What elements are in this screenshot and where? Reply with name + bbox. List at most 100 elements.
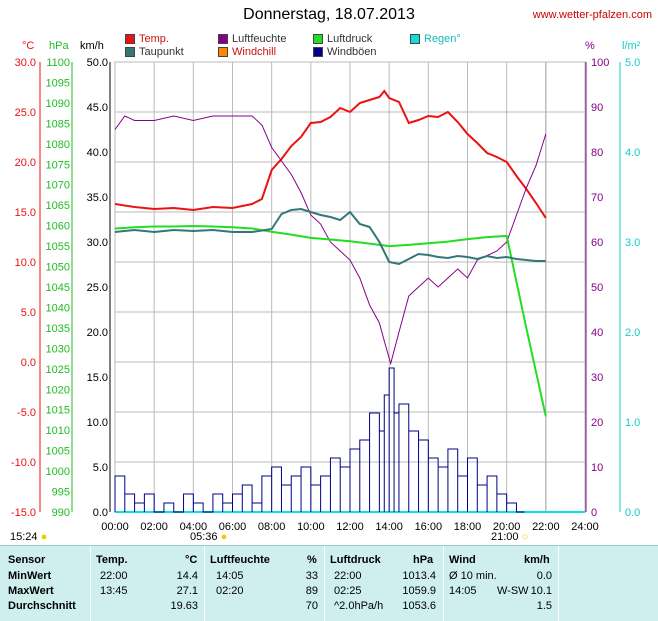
table-cell-label: Durchschnitt — [8, 600, 76, 612]
press-tick-label: 1050 — [46, 262, 70, 274]
chart: 00:00 02:00 04:00 06:00 08:00 10:00 12:00 14:00… — [11, 57, 640, 533]
press-tick-label: 1060 — [46, 221, 70, 233]
legend-label: Temp. — [139, 33, 169, 45]
table-cell-p_time: 22:00 — [334, 570, 362, 582]
rain-tick-label: 0.0 — [625, 507, 640, 519]
legend-swatch — [313, 47, 323, 57]
press-tick-label: 1020 — [46, 384, 70, 396]
table-cell-w_time: Ø 10 min. — [449, 570, 497, 582]
legend-item: Taupunkt — [125, 46, 184, 58]
wind-tick-label: 50.0 — [87, 57, 108, 69]
wind-tick-label: 25.0 — [87, 282, 108, 294]
table-cell-h_val: 70 — [305, 600, 318, 612]
hdr-wind: Wind — [449, 554, 476, 566]
legend-item: Temp. — [125, 33, 169, 45]
table-cell-w_val: 1.5 — [536, 600, 552, 612]
rain-tick-label: 4.0 — [625, 147, 640, 159]
wind-tick-label: 10.0 — [87, 417, 108, 429]
legend-item: Regen° — [410, 33, 461, 45]
x-tick-label: 08:00 — [258, 521, 286, 533]
source-link[interactable]: www.wetter-pfalzen.com — [532, 9, 652, 21]
temp-tick-label: 10.0 — [15, 257, 36, 269]
table-cell-p_val: 1013.4 — [402, 570, 436, 582]
press-tick-label: 1030 — [46, 343, 70, 355]
press-tick-label: 1070 — [46, 180, 70, 192]
wind-tick-label: 40.0 — [87, 147, 108, 159]
hum-tick-label: 0 — [591, 507, 597, 519]
sunset-label: 21:00 ○ — [491, 531, 529, 543]
legend-item: Luftdruck — [313, 33, 372, 45]
temp-tick-label: -10.0 — [11, 457, 36, 469]
table-cell-w_time: 14:05 — [449, 585, 477, 597]
legend-label: Windböen — [327, 46, 377, 58]
temp-tick-label: 0.0 — [21, 357, 36, 369]
hdr-press: Luftdruck — [330, 554, 381, 566]
legend-label: Luftfeuchte — [232, 33, 287, 45]
table-cell-p_time: ^2.0hPa/h — [334, 600, 384, 612]
press-tick-label: 1085 — [46, 118, 70, 130]
temp-tick-label: 25.0 — [15, 107, 36, 119]
table-cell-w_dir: W-SW — [497, 585, 529, 597]
x-tick-label: 18:00 — [454, 521, 482, 533]
wind-tick-label: 15.0 — [87, 372, 108, 384]
chart-title: Donnerstag, 18.07.2013 — [243, 6, 415, 23]
hdr-sensor: Sensor — [8, 554, 46, 566]
x-tick-label: 12:00 — [336, 521, 364, 533]
press-tick-label: 1090 — [46, 98, 70, 110]
press-tick-label: 1095 — [46, 77, 70, 89]
x-tick-label: 20:00 — [493, 521, 521, 533]
temp-tick-label: -15.0 — [11, 507, 36, 519]
x-tick-label: 16:00 — [415, 521, 443, 533]
temp-tick-label: 5.0 — [21, 307, 36, 319]
hum-tick-label: 40 — [591, 327, 603, 339]
wind-tick-label: 45.0 — [87, 102, 108, 114]
x-tick-label: 24:00 — [571, 521, 599, 533]
rain-tick-label: 3.0 — [625, 237, 640, 249]
table-cell-p_val: 1053.6 — [402, 600, 436, 612]
table-cell-t_time: 22:00 — [100, 570, 128, 582]
legend-swatch — [410, 34, 420, 44]
moon-icon: ○ — [521, 531, 529, 543]
rain-tick-label: 5.0 — [625, 57, 640, 69]
series-line-3 — [114, 207, 546, 266]
press-tick-label: 1010 — [46, 425, 70, 437]
press-tick-label: 990 — [52, 507, 70, 519]
rain-unit-label: l/m² — [622, 40, 641, 52]
hum-tick-label: 80 — [591, 147, 603, 159]
hum-tick-label: 60 — [591, 237, 603, 249]
table-cell-t_time: 13:45 — [100, 585, 128, 597]
table-cell-p_val: 1059.9 — [402, 585, 436, 597]
temp-tick-label: 30.0 — [15, 57, 36, 69]
press-tick-label: 1000 — [46, 466, 70, 478]
rain-tick-label: 1.0 — [625, 417, 640, 429]
legend-swatch — [218, 34, 228, 44]
legend-item: Windböen — [313, 46, 377, 58]
press-tick-label: 1075 — [46, 159, 70, 171]
windgust-series-line — [114, 367, 525, 513]
series-line-0 — [114, 89, 547, 219]
temp-unit-label: °C — [22, 40, 35, 52]
table-cell-w_val: 0.0 — [536, 570, 552, 582]
legend-label: Luftdruck — [327, 33, 373, 45]
hdr-wind-unit: km/h — [524, 554, 550, 566]
press-tick-label: 1065 — [46, 200, 70, 212]
press-unit-label: hPa — [49, 40, 69, 52]
table-cell-h_val: 33 — [305, 570, 318, 582]
temp-tick-label: -5.0 — [17, 407, 36, 419]
stats-table: Sensor Temp. °C Luftfeuchte % Luftdruck … — [0, 545, 658, 621]
press-tick-label: 995 — [52, 487, 70, 499]
wind-tick-label: 35.0 — [87, 192, 108, 204]
x-tick-label: 14:00 — [375, 521, 403, 533]
hdr-hum: Luftfeuchte — [210, 554, 270, 566]
x-tick-label: 00:00 — [101, 521, 129, 533]
press-tick-label: 1045 — [46, 282, 70, 294]
sun-left-label: 15:24 ● — [10, 531, 48, 543]
wind-tick-label: 30.0 — [87, 237, 108, 249]
hdr-temp: Temp. — [96, 554, 128, 566]
x-tick-label: 22:00 — [532, 521, 560, 533]
table-cell-h_time: 02:20 — [216, 585, 244, 597]
x-tick-label: 02:00 — [140, 521, 168, 533]
legend-swatch — [125, 47, 135, 57]
table-cell-label: MaxWert — [8, 585, 54, 597]
hdr-hum-unit: % — [307, 554, 317, 566]
